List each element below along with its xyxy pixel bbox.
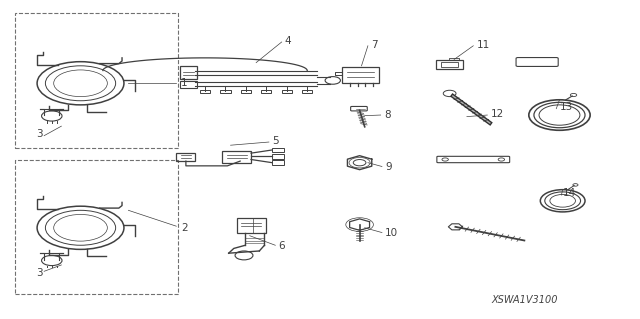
Bar [261, 90, 271, 93]
Bar [272, 160, 284, 165]
Text: 11: 11 [476, 40, 490, 49]
Bar [15, 160, 177, 294]
Bar [176, 153, 195, 161]
Text: 9: 9 [385, 162, 392, 172]
Bar [220, 90, 230, 93]
Bar [342, 67, 380, 83]
Text: 3: 3 [36, 268, 42, 278]
Text: 14: 14 [563, 189, 576, 198]
Text: 4: 4 [285, 36, 291, 46]
Bar [179, 66, 197, 78]
Text: 2: 2 [180, 223, 188, 233]
Text: 13: 13 [559, 102, 573, 112]
Text: XSWA1V3100: XSWA1V3100 [491, 295, 557, 305]
Bar [222, 151, 251, 163]
Bar [442, 62, 458, 67]
Text: 12: 12 [490, 109, 504, 119]
Bar [272, 154, 284, 159]
Bar [282, 90, 292, 93]
Bar [272, 148, 284, 152]
Bar [241, 90, 251, 93]
Text: 1: 1 [180, 78, 188, 88]
Text: 5: 5 [272, 137, 279, 146]
Bar [436, 60, 463, 69]
Text: 8: 8 [384, 110, 390, 120]
Bar [237, 218, 266, 233]
Text: 3: 3 [36, 129, 42, 139]
Bar [200, 90, 210, 93]
Text: 6: 6 [278, 241, 285, 251]
Bar [15, 13, 177, 148]
Text: 10: 10 [385, 228, 398, 238]
Bar [179, 81, 197, 88]
Bar [302, 90, 312, 93]
Text: 7: 7 [371, 40, 378, 49]
